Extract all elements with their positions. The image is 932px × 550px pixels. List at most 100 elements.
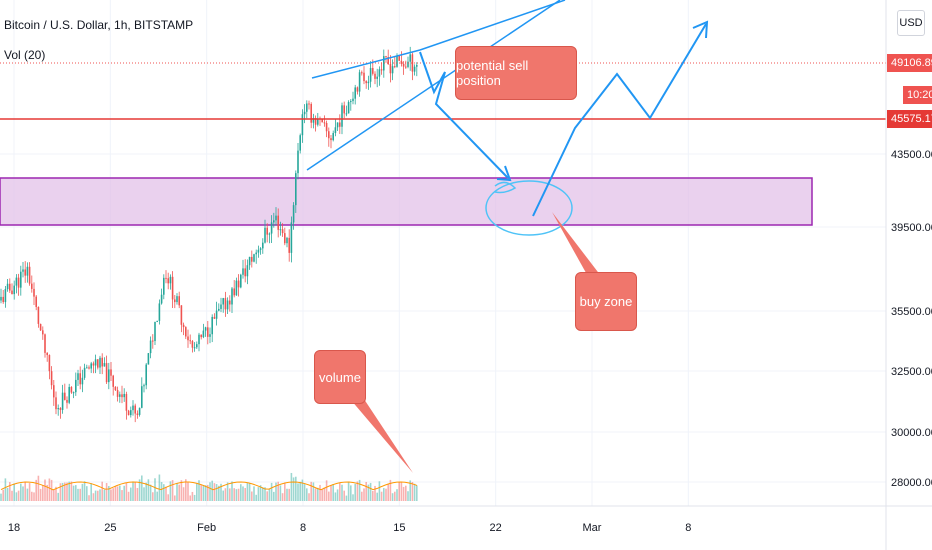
time-tick-label: 25 [104,522,116,534]
candle-body [400,60,403,64]
buy-zone-callout[interactable]: buy zone [575,272,637,331]
volume-bar [156,491,158,501]
volume-bar [200,484,202,501]
price-tick-label: 43500.00 [891,149,932,161]
volume-bar [178,484,180,501]
volume-bar [255,494,257,501]
candle-body [6,283,9,290]
volume-indicator-label[interactable]: Vol (20) [4,48,46,62]
candle-body [266,227,268,235]
candle-body [202,330,205,338]
candle-body [286,237,288,244]
price-axis[interactable]: 28000.00 30000.00 32500.00 35500.00 39500.00… [891,149,932,489]
volume-bar [101,481,103,501]
volume-bar [136,487,139,501]
candle-body [240,274,242,288]
candle-body [182,324,185,328]
volume-bar [112,488,114,501]
volume-bar [86,486,88,501]
volume-bar [299,481,301,501]
volume-bar [270,482,273,501]
currency-button[interactable]: USD [897,10,925,36]
volume-bar [330,485,332,501]
price-tick-label: 35500.00 [891,306,932,318]
candle-body [341,105,343,127]
volume-bar [235,489,238,501]
buy-zone-circle[interactable] [485,180,573,236]
candle-body [132,405,134,411]
candle-body [90,363,92,369]
candle-body [169,276,172,284]
volume-bar [138,479,141,501]
volume-bar [402,486,405,501]
candle-body [28,266,31,284]
candle-body [317,118,319,125]
volume-bars [0,472,418,501]
candle-body [268,233,271,235]
candle-body [345,113,348,115]
wedge-upper-line[interactable] [311,49,421,79]
candle-body [363,72,365,82]
volume-bar [257,487,260,501]
candle-body [119,394,121,397]
candle-body [167,278,169,284]
volume-bar [158,474,161,501]
volume-bar [121,490,123,501]
volume-bar [288,488,290,501]
candle-body [75,379,77,393]
time-axis[interactable]: 18 25 Feb 8 15 22 Mar 8 [8,522,692,534]
candle-body [61,392,64,410]
volume-bar [281,493,284,501]
volume-bar [400,481,403,501]
volume-bar [385,488,387,501]
candle-body [57,408,59,410]
volume-bar [97,490,99,501]
volume-bar [398,482,400,501]
volume-bar [26,488,29,501]
volume-bar [77,488,79,501]
volume-bar [347,482,350,501]
candle-body [413,66,416,72]
candle-body [253,254,255,262]
projection-down-path[interactable] [419,51,509,179]
candle-body [407,61,409,67]
candle-body [275,215,277,221]
volume-bar [46,484,48,501]
countdown-tag: 10:20 [903,86,932,104]
volume-bar [332,484,334,501]
projection-up-arrowhead [692,20,709,39]
candle-body [306,103,308,112]
candle-body [328,131,330,139]
volume-bar [182,487,185,501]
candle-body [207,327,209,337]
volume-bar [376,492,378,501]
volume-bar [108,486,110,501]
volume-bar [130,487,132,501]
volume-bar [119,485,121,501]
volume-bar [367,484,370,501]
volume-bar [396,489,398,501]
volume-ma-line [0,481,418,491]
candle-body [127,410,130,416]
candle-body [204,327,207,331]
sell-callout[interactable]: potential sell position [455,46,577,100]
candle-body [383,56,385,71]
volume-bar [226,482,229,501]
candle-body [354,87,356,99]
volume-bar [341,484,343,501]
candle-body [200,334,202,338]
wedge-lower-line[interactable] [306,0,561,171]
candle-body [130,410,132,416]
volume-bar [70,481,73,501]
volume-bar [211,480,213,501]
volume-callout[interactable]: volume [314,350,366,404]
candle-body [224,298,227,310]
candle-body [325,122,328,132]
projection-up-path[interactable] [532,23,707,217]
buy-zone-rectangle[interactable] [0,177,813,226]
candle-body [215,310,218,319]
symbol-title: Bitcoin / U.S. Dollar, 1h, BITSTAMP [4,18,194,32]
volume-bar [416,485,418,501]
volume-bar [365,482,367,501]
volume-bar [202,485,205,501]
